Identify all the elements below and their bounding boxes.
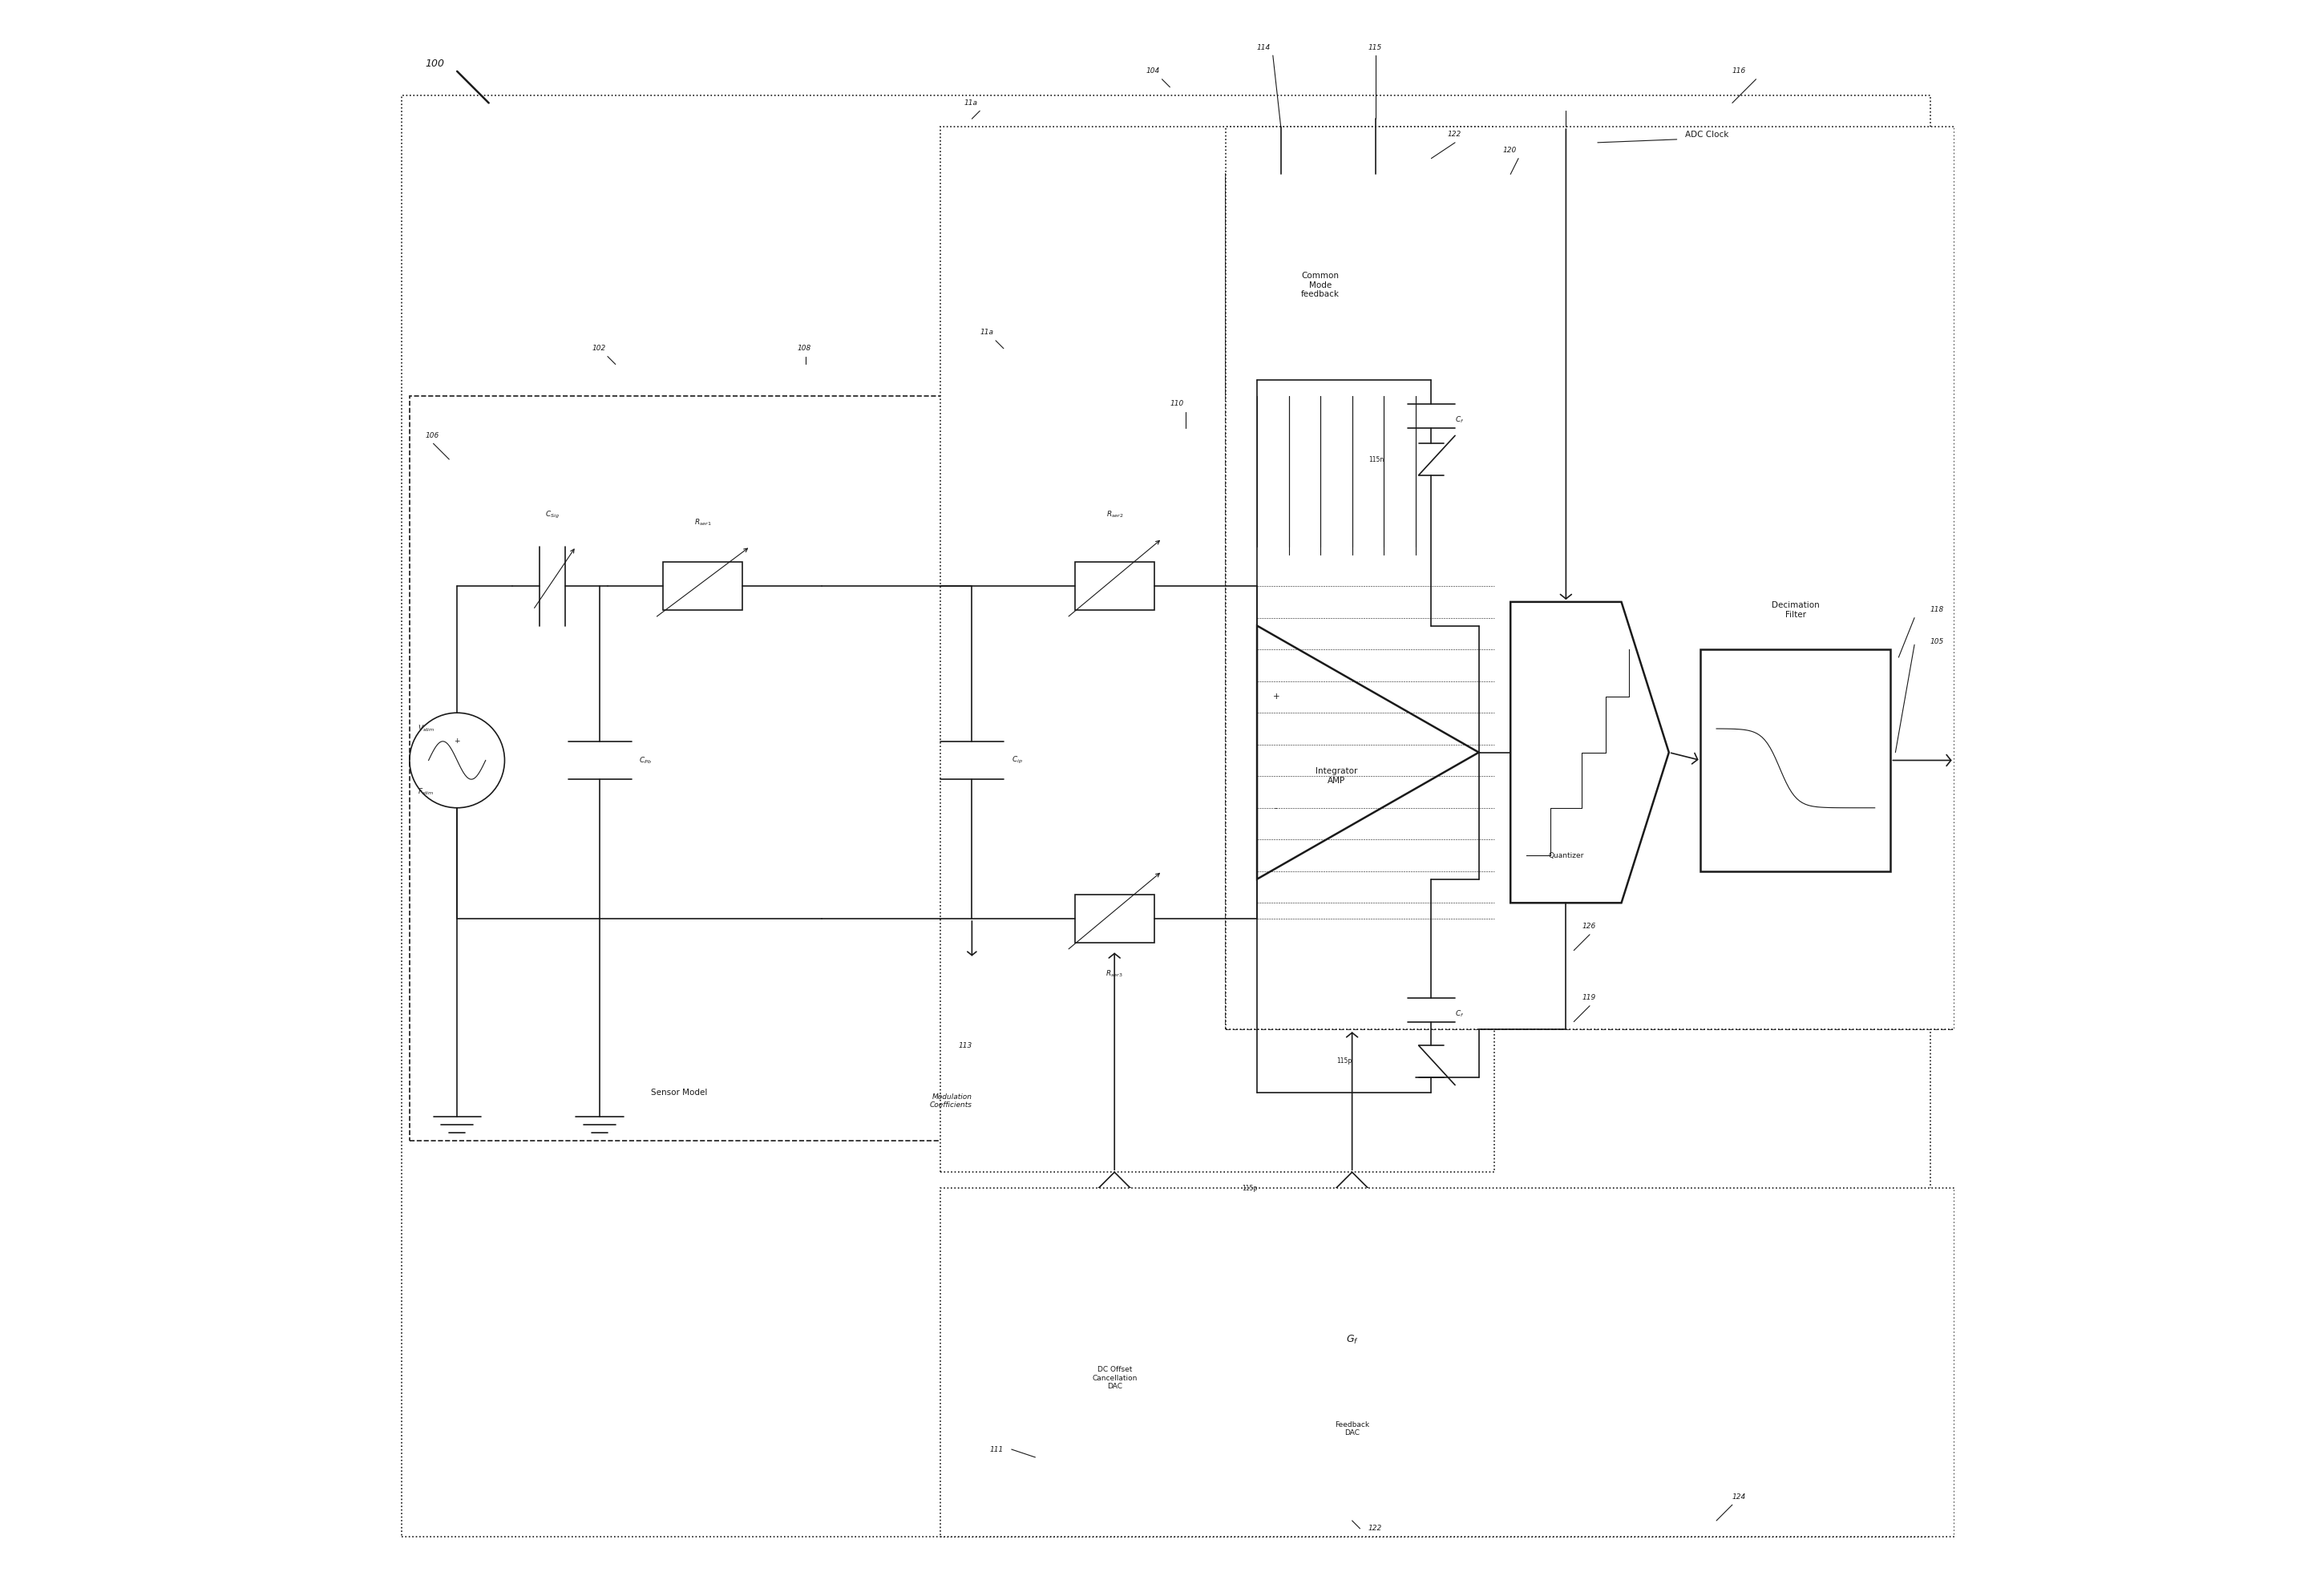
Text: $C_{Pb}$: $C_{Pb}$ [639, 756, 653, 765]
Text: Common
Mode
feedback: Common Mode feedback [1301, 272, 1339, 298]
Text: DC Offset
Cancellation
DAC: DC Offset Cancellation DAC [1092, 1365, 1136, 1391]
Bar [1225, 174, 1954, 1030]
Text: Quantizer: Quantizer [1548, 852, 1583, 859]
Text: ADC Clock: ADC Clock [1685, 130, 1729, 139]
Text: 116: 116 [1731, 68, 1745, 74]
Text: 114: 114 [1257, 44, 1271, 51]
Text: 120: 120 [1504, 147, 1515, 154]
Text: Modulation
Coefficients: Modulation Coefficients [930, 1093, 971, 1109]
Text: 122: 122 [1369, 1525, 1383, 1532]
Bar [662, 562, 741, 610]
Text: $R_{ser2}$: $R_{ser2}$ [1106, 510, 1122, 520]
Text: +: + [453, 738, 460, 744]
Text: Integrator
AMP: Integrator AMP [1315, 768, 1357, 784]
Text: Decimation
Filter: Decimation Filter [1771, 602, 1820, 618]
Text: 115n: 115n [1369, 456, 1383, 463]
Text: 11a: 11a [964, 100, 978, 106]
Text: Feedback
DAC: Feedback DAC [1334, 1421, 1369, 1437]
Bar [941, 127, 1494, 1172]
Bar [1076, 895, 1155, 942]
Text: $C_f$: $C_f$ [1455, 415, 1464, 425]
Text: 119: 119 [1583, 995, 1597, 1001]
Bar [1225, 127, 1954, 1030]
Text: 110: 110 [1169, 401, 1183, 407]
Text: $G_f$: $G_f$ [1346, 1334, 1360, 1346]
Text: 126: 126 [1583, 923, 1597, 930]
Text: +: + [1274, 692, 1281, 702]
Text: $F_{stim}$: $F_{stim}$ [418, 787, 435, 797]
Text: 11a: 11a [981, 329, 992, 336]
Text: 113: 113 [957, 1042, 971, 1049]
Text: 102: 102 [593, 345, 607, 352]
Text: 115: 115 [1369, 44, 1383, 51]
Text: $R_{ser3}$: $R_{ser3}$ [1106, 969, 1122, 979]
Text: 124: 124 [1731, 1494, 1745, 1500]
Text: 115p: 115p [1241, 1185, 1257, 1191]
Text: 104: 104 [1146, 68, 1160, 74]
Bar [409, 396, 948, 1140]
Text: 100: 100 [425, 59, 444, 68]
Bar [1076, 562, 1155, 610]
Text: 106: 106 [425, 432, 439, 439]
Text: 118: 118 [1931, 607, 1945, 613]
Text: -: - [1274, 803, 1278, 813]
Text: $C_{Sig}$: $C_{Sig}$ [546, 510, 560, 520]
Text: $V_{stim}$: $V_{stim}$ [418, 724, 435, 733]
Bar [941, 1188, 1954, 1536]
Text: $C_{ip}$: $C_{ip}$ [1011, 756, 1023, 765]
Text: 115p: 115p [1336, 1058, 1353, 1064]
Text: 111: 111 [990, 1446, 1004, 1453]
Text: $C_f$: $C_f$ [1455, 1009, 1464, 1019]
Text: 105: 105 [1931, 638, 1945, 645]
Text: Sensor Model: Sensor Model [651, 1088, 706, 1098]
Text: $R_{ser1}$: $R_{ser1}$ [695, 518, 711, 527]
Text: 108: 108 [797, 345, 811, 352]
Bar [1701, 649, 1892, 871]
Text: 122: 122 [1448, 131, 1462, 138]
Bar [1225, 174, 1415, 396]
